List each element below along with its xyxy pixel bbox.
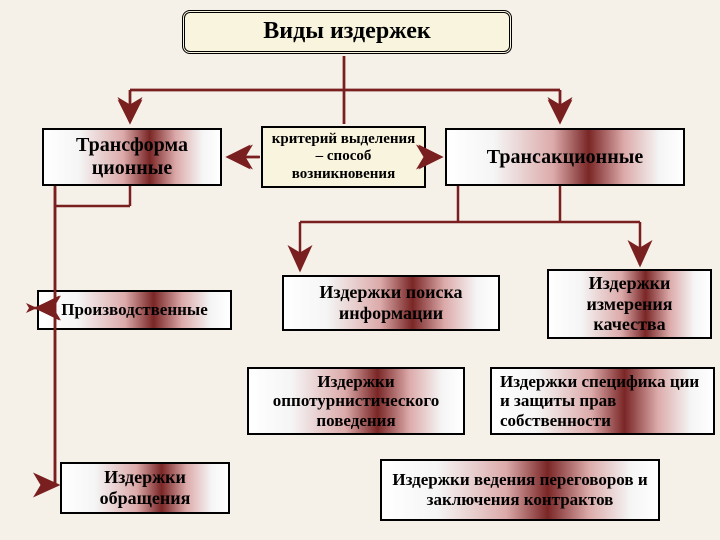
node-specification: Издержки специфика ции и защиты прав соб… [490,367,715,435]
node-criterion-text: критерий выделения – способ возникновени… [271,131,416,183]
node-opportunistic: Издержки оппотурнистического поведения [247,367,465,435]
node-production-text: Производственные [61,300,208,320]
node-circulation: Издержки обращения [60,462,230,514]
node-opportunistic-text: Издержки оппотурнистического поведения [257,372,455,431]
node-criterion: критерий выделения – способ возникновени… [261,126,426,188]
node-search: Издержки поиска информации [282,275,500,331]
node-transform-text: Трансформа ционные [76,134,188,180]
node-specification-text: Издержки специфика ции и защиты прав соб… [500,372,705,431]
node-transaction-text: Трансакционные [487,146,643,169]
node-transform: Трансформа ционные [42,128,222,186]
title-box: Виды издержек [182,10,512,54]
node-negotiation-text: Издержки ведения переговоров и заключени… [390,470,650,509]
node-circulation-text: Издержки обращения [70,467,220,508]
node-quality-text: Издержки измерения качества [557,273,702,335]
title-text: Виды издержек [263,18,430,46]
node-production: Производственные [37,290,232,330]
node-negotiation: Издержки ведения переговоров и заключени… [380,459,660,521]
node-quality: Издержки измерения качества [547,269,712,339]
node-search-text: Издержки поиска информации [292,282,490,323]
node-transaction: Трансакционные [445,128,685,186]
